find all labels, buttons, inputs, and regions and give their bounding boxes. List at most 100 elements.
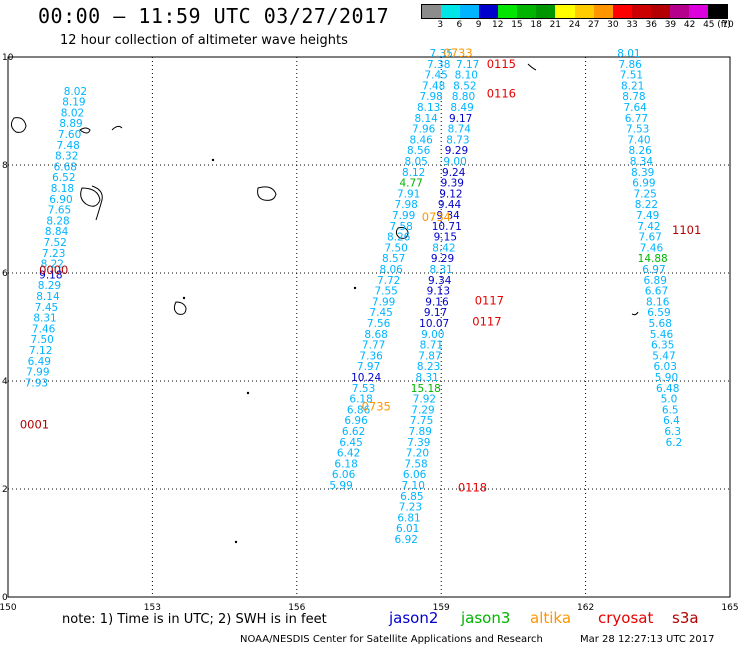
island-dot [353, 286, 357, 290]
swh-value: 9.39 [441, 178, 464, 190]
swh-value: 7.45 [369, 307, 392, 319]
swh-value: 8.14 [36, 291, 60, 303]
swh-value: 7.20 [406, 448, 429, 460]
swh-value: 8.56 [407, 145, 431, 157]
swh-value: 9.24 [442, 167, 466, 179]
swh-value: 6.2 [666, 437, 683, 449]
swh-value: 7.60 [58, 129, 81, 141]
swh-value: 8.31 [429, 264, 452, 276]
swh-value: 7.12 [29, 345, 52, 357]
swh-value: 6.52 [52, 172, 75, 184]
island-dot [234, 540, 238, 544]
swh-value: 6.35 [651, 340, 674, 352]
swh-value: 6.97 [642, 264, 665, 276]
scale-label: 33 [626, 20, 638, 30]
swh-value: 6.92 [395, 534, 418, 546]
swh-value: 8.28 [46, 215, 69, 227]
island-outline [527, 63, 537, 71]
time-label: 0734 [422, 210, 451, 224]
scale-label: 45 [703, 20, 715, 30]
swh-value: 6.59 [647, 307, 670, 319]
swh-value: 6.45 [339, 437, 362, 449]
map-frame [7, 56, 731, 598]
swh-value: 9.16 [425, 296, 449, 308]
swh-value: 8.74 [448, 124, 472, 136]
scale-label: 18 [530, 20, 542, 30]
color-scale-labels: 3 6 9 12 15 18 21 24 27 30 33 36 39 42 45 70 (ft) [421, 20, 733, 32]
swh-value: 9.44 [438, 199, 462, 211]
swh-value: 7.72 [377, 275, 400, 287]
swh-value: 6.81 [397, 512, 420, 524]
swh-value: 6.06 [403, 469, 427, 481]
swh-value: 8.46 [409, 134, 433, 146]
swh-value: 7.50 [384, 242, 407, 254]
swh-value: 8.42 [432, 242, 455, 254]
swh-value: 8.31 [33, 313, 56, 325]
swh-value: 6.48 [656, 383, 679, 395]
swh-value: 9.34 [428, 275, 452, 287]
swh-value: 5.90 [655, 372, 678, 384]
scale-swatch [479, 5, 499, 18]
scale-label: 30 [607, 20, 619, 30]
swh-value: 8.78 [622, 91, 645, 103]
swh-value: 7.97 [357, 361, 380, 373]
swh-value: 8.23 [417, 361, 440, 373]
scale-swatch [517, 5, 537, 18]
swh-value: 7.45 [424, 70, 447, 82]
swh-value: 8.73 [446, 134, 469, 146]
time-label: 0117 [472, 314, 501, 328]
swh-value: 8.49 [450, 102, 473, 114]
y-tick-label: 4 [2, 377, 8, 387]
swh-value: 6.77 [625, 113, 648, 125]
swh-value: 7.52 [43, 237, 66, 249]
y-tick-label: 10 [2, 53, 14, 63]
island-outline [257, 186, 277, 201]
time-label: 0117 [475, 293, 504, 307]
swh-value: 7.98 [419, 91, 442, 103]
page-title: 00:00 – 11:59 UTC 03/27/2017 [38, 4, 390, 28]
scale-swatch [669, 5, 689, 18]
time-label: 0735 [362, 400, 391, 414]
scale-label: 3 [437, 20, 444, 30]
x-tick-label: 159 [433, 603, 450, 613]
swh-value: 7.53 [626, 124, 649, 136]
swh-value: 7.35 [430, 48, 453, 60]
swh-value: 6.90 [49, 194, 72, 206]
swh-value: 8.13 [417, 102, 440, 114]
swh-value: 8.22 [635, 199, 658, 211]
swh-value: 7.50 [30, 334, 53, 346]
swh-value: 7.23 [399, 502, 422, 514]
island-outline [79, 127, 91, 134]
scale-label: 70 [722, 20, 734, 30]
scale-label: 15 [511, 20, 523, 30]
swh-value: 7.10 [402, 480, 425, 492]
swh-value: 7.49 [636, 210, 659, 222]
swh-value: 6.49 [28, 356, 51, 368]
swh-value: 8.06 [379, 264, 403, 276]
swh-value: 7.99 [392, 210, 415, 222]
swh-value: 7.38 [427, 59, 450, 71]
swh-value: 8.21 [621, 80, 644, 92]
scale-label: 39 [664, 20, 677, 30]
swh-value: 8.52 [453, 80, 476, 92]
scale-label: 27 [587, 20, 600, 30]
scale-swatch [441, 5, 461, 18]
swh-value: 6.01 [396, 523, 419, 535]
swh-value: 7.93 [25, 377, 48, 389]
island-outline [631, 311, 639, 316]
swh-value: 8.14 [414, 113, 438, 125]
swh-value: 7.58 [389, 221, 412, 233]
swh-value: 7.64 [623, 102, 647, 114]
swh-value: 6.67 [645, 286, 668, 298]
scale-label: 21 [549, 20, 562, 30]
swh-value: 8.26 [387, 232, 411, 244]
legend-note: note: 1) Time is in UTC; 2) SWH is in fe… [62, 612, 327, 627]
swh-value: 10.07 [419, 318, 449, 330]
scale-label: 42 [683, 20, 696, 30]
swh-value: 8.32 [55, 151, 78, 163]
swh-value: 8.18 [51, 183, 74, 195]
swh-value: 5.0 [661, 394, 678, 406]
swh-value: 9.12 [439, 188, 462, 200]
swh-value: 6.62 [342, 426, 365, 438]
island-outline [91, 185, 103, 221]
